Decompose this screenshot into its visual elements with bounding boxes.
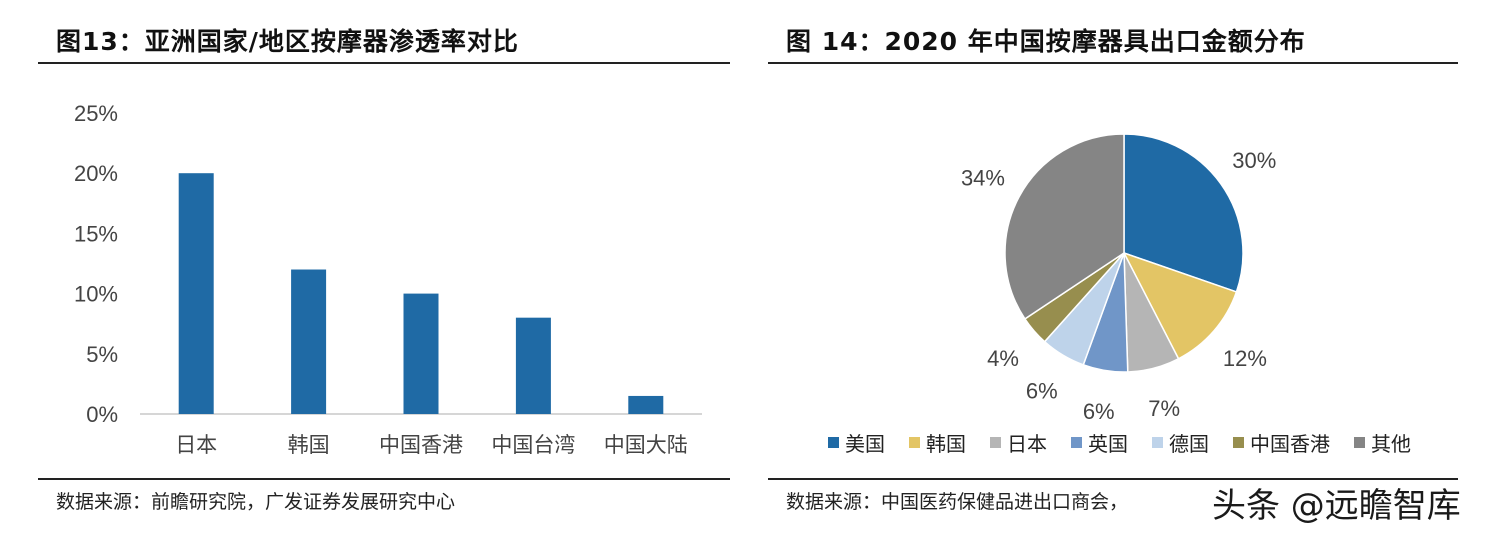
pie-value-label: 6%	[1026, 378, 1058, 403]
legend-label: 英国	[1088, 432, 1128, 456]
legend-item: 其他	[1354, 428, 1411, 457]
legend-label: 韩国	[926, 432, 966, 456]
pie-slice-1	[1123, 133, 1244, 293]
legend-swatch	[990, 437, 1001, 448]
pie-chart-source: 数据来源：中国医药保健品进出口商会，	[786, 491, 1129, 513]
legend-label: 德国	[1169, 432, 1209, 456]
pie-value-label: 34%	[961, 165, 1005, 190]
pie-chart-title: 图 14：2020 年中国按摩器具出口金额分布	[786, 27, 1306, 56]
legend-item: 美国	[828, 428, 885, 457]
x-tick-label: 韩国	[288, 434, 330, 457]
bar-3	[403, 293, 439, 414]
legend-label: 中国香港	[1250, 432, 1330, 456]
watermark: 头条 @远瞻智库	[1212, 486, 1461, 526]
legend-swatch	[828, 437, 839, 448]
legend-label: 美国	[845, 432, 885, 456]
legend-item: 英国	[1071, 428, 1128, 457]
legend-label: 日本	[1007, 432, 1047, 456]
bottom-rule	[38, 478, 730, 480]
bar-2	[291, 269, 327, 414]
y-tick-label: 0%	[86, 402, 118, 427]
y-tick-label: 15%	[74, 221, 118, 246]
y-tick-label: 25%	[74, 101, 118, 126]
top-rule	[768, 62, 1458, 64]
pie-value-label: 4%	[987, 346, 1019, 371]
bar-chart-panel: 图13：亚洲国家/地区按摩器渗透率对比 0% 5% 10% 15% 20% 25% 日本 韩国…	[38, 0, 730, 538]
pie-value-label: 12%	[1223, 346, 1267, 371]
x-tick-label: 中国大陆	[604, 434, 688, 457]
legend-item: 日本	[990, 428, 1047, 457]
pie-value-label: 6%	[1083, 399, 1115, 420]
y-tick-label: 20%	[74, 161, 118, 186]
pie-slice-7	[1004, 133, 1125, 320]
bar-4	[515, 317, 551, 414]
legend-swatch	[1233, 437, 1244, 448]
legend-label: 其他	[1371, 432, 1411, 456]
y-tick-label: 5%	[86, 342, 118, 367]
bar-chart: 0% 5% 10% 15% 20% 25% 日本 韩国 中国香港 中国台湾 中国大陆	[74, 101, 702, 457]
y-tick-label: 10%	[74, 282, 118, 307]
legend-item: 德国	[1152, 428, 1209, 457]
x-tick-label: 中国台湾	[491, 434, 575, 457]
bar-chart-source: 数据来源：前瞻研究院，广发证券发展研究中心	[56, 491, 456, 513]
pie-slice-2	[1122, 251, 1238, 360]
legend-item: 中国香港	[1233, 428, 1330, 457]
bar-chart-title: 图13：亚洲国家/地区按摩器渗透率对比	[56, 27, 519, 56]
pie-legend: 美国 韩国 日本 英国 德国 中国香港 其他	[828, 428, 1411, 457]
bar-5	[628, 395, 664, 414]
legend-swatch	[1152, 437, 1163, 448]
legend-item: 韩国	[909, 428, 966, 457]
x-tick-label: 中国香港	[379, 434, 463, 457]
bottom-rule	[768, 478, 1458, 480]
legend-swatch	[1071, 437, 1082, 448]
pie-chart-panel: 图 14：2020 年中国按摩器具出口金额分布 30% 12% 7% 6% 6% 4% 34…	[768, 0, 1458, 538]
pie-chart: 30% 12% 7% 6% 6% 4% 34%	[961, 133, 1276, 420]
legend-swatch	[909, 437, 920, 448]
pie-value-label: 30%	[1232, 148, 1276, 173]
pie-value-label: 7%	[1148, 396, 1180, 420]
top-rule	[38, 62, 730, 64]
legend-swatch	[1354, 437, 1365, 448]
x-tick-label: 日本	[175, 434, 217, 457]
bar-1	[178, 173, 214, 414]
